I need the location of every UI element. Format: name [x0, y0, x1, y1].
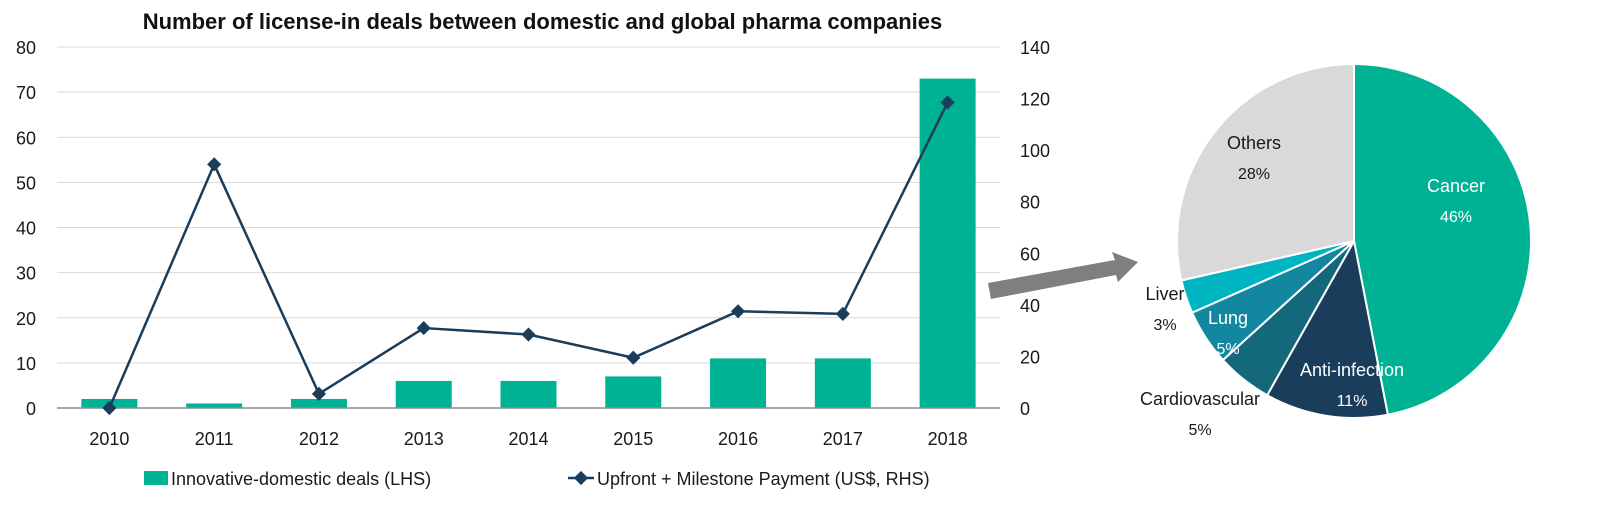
right-axis-tick: 0 [1020, 399, 1030, 419]
combo-chart: 0 10 20 30 40 50 60 70 80 0 20 40 60 80 100 120 140 2010 2… [16, 38, 1050, 489]
left-axis-tick: 80 [16, 38, 36, 58]
pie-chart: Cancer 46% Anti-infection 11% Cardiovascular… [1140, 62, 1532, 439]
left-axis-tick: 30 [16, 264, 36, 284]
x-axis-tick: 2012 [299, 429, 339, 449]
line-marker [626, 350, 641, 365]
right-axis-tick: 120 [1020, 90, 1050, 110]
bar [814, 358, 871, 408]
pie-slice [1353, 62, 1532, 416]
pie-slice [1176, 62, 1355, 282]
x-axis-tick: 2016 [718, 429, 758, 449]
x-axis-tick: 2018 [928, 429, 968, 449]
x-axis-tick: 2011 [195, 429, 234, 449]
legend-marker-line [573, 470, 589, 486]
bar [500, 380, 557, 408]
left-axis-tick: 10 [16, 354, 36, 374]
pie-label: Cancer [1427, 176, 1485, 196]
x-axis-tick: 2013 [404, 429, 444, 449]
pie-percent-label: 3% [1153, 317, 1176, 334]
pie-percent-label: 5% [1216, 341, 1239, 358]
left-axis-tick: 40 [16, 219, 36, 239]
pie-percent-label: 5% [1188, 422, 1211, 439]
pie-label: Others [1227, 133, 1281, 153]
left-axis-tick: 20 [16, 309, 36, 329]
bar [395, 380, 452, 408]
legend-swatch-bars [144, 471, 168, 485]
pie-label: Anti-infection [1300, 360, 1404, 380]
line-marker [940, 95, 955, 110]
left-axis-tick: 0 [26, 399, 36, 419]
bar [919, 78, 976, 409]
line-marker [521, 327, 536, 342]
legend-label-line: Upfront + Milestone Payment (US$, RHS) [597, 469, 930, 489]
arrow-icon [988, 252, 1138, 299]
pie-percent-label: 46% [1440, 209, 1472, 226]
bar [186, 403, 243, 408]
x-axis-tick: 2014 [508, 429, 548, 449]
left-axis-tick: 70 [16, 83, 36, 103]
x-axis-tick: 2010 [89, 429, 129, 449]
pie-percent-label: 11% [1337, 393, 1368, 410]
line-marker [730, 304, 746, 319]
right-axis-tick: 80 [1020, 193, 1040, 213]
line-marker [102, 400, 117, 416]
arrow-shape [988, 252, 1138, 299]
bar [710, 358, 767, 408]
right-axis-tick: 100 [1020, 141, 1050, 161]
bar [290, 398, 347, 408]
line-marker [207, 157, 222, 172]
x-axis-tick: 2017 [823, 429, 863, 449]
left-axis-tick: 50 [16, 173, 36, 193]
line-marker [835, 306, 850, 321]
pie-label: Cardiovascular [1140, 389, 1260, 409]
right-axis-tick: 40 [1020, 296, 1040, 316]
legend-label-bars: Innovative-domestic deals (LHS) [171, 469, 431, 489]
x-axis-tick: 2015 [613, 429, 653, 449]
pie-percent-label: 28% [1238, 166, 1270, 183]
bar [605, 376, 662, 408]
right-axis-tick: 140 [1020, 38, 1050, 58]
pie-label: Liver [1145, 284, 1184, 304]
left-axis-tick: 60 [16, 128, 36, 148]
right-axis-tick: 60 [1020, 244, 1040, 264]
line-marker [311, 386, 327, 401]
right-axis-tick: 20 [1020, 347, 1040, 367]
line-marker [416, 320, 431, 336]
pie-slice [1265, 238, 1390, 419]
pie-label: Lung [1208, 308, 1248, 328]
chart-title: Number of license-in deals between domes… [142, 9, 943, 34]
